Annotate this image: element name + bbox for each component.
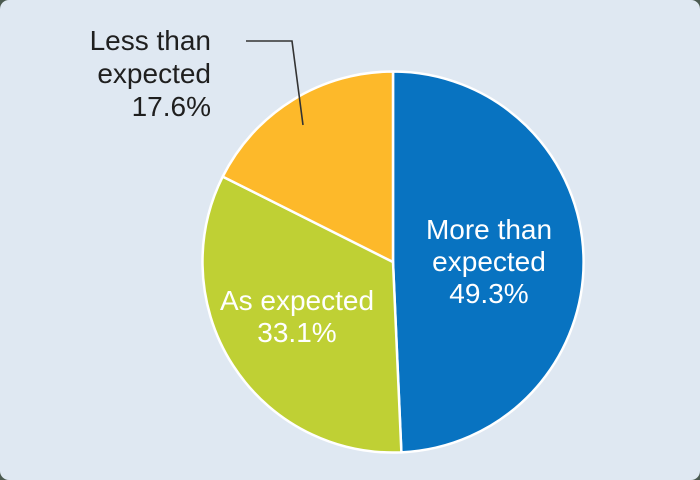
leader-line-less-than-expected	[246, 40, 304, 126]
pie-slice-less-than-expected	[221, 70, 395, 264]
pie-slice-more-than-expected	[391, 70, 585, 454]
pie-slices	[201, 70, 585, 454]
pie-slice-as-expected	[201, 175, 403, 454]
